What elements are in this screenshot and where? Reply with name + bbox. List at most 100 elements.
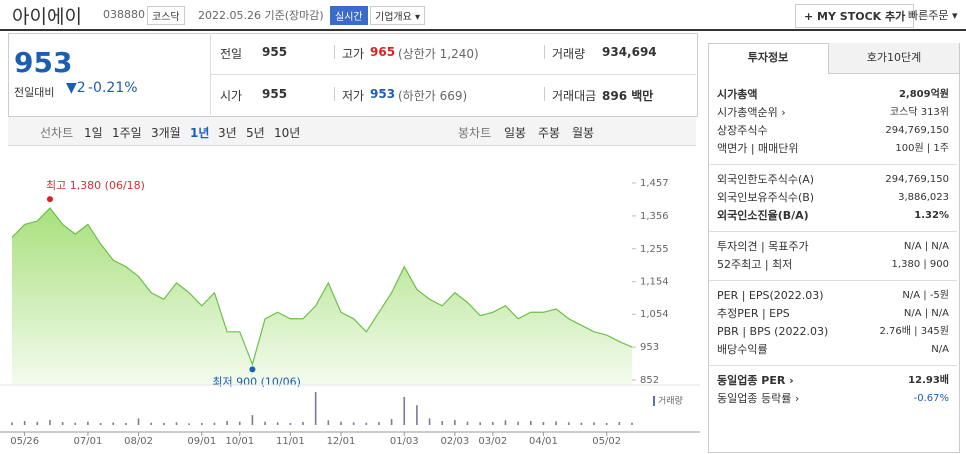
volume-bar (403, 396, 406, 425)
high-annotation: 최고 1,380 (06/18) (46, 179, 145, 192)
volume-bar (49, 420, 51, 425)
volume-bar (352, 422, 355, 425)
high-marker (46, 196, 53, 203)
volume-legend-swatch (653, 396, 655, 406)
divider (0, 29, 966, 31)
quick-order[interactable]: 빠른주문 ▾ (908, 9, 958, 22)
period-button[interactable]: 3년 (218, 126, 237, 140)
sidebar-value: 2.76배 | 345원 (879, 326, 949, 337)
sidebar-value: 1.32% (914, 210, 949, 221)
sidebar-label: PBR | BPS (2022.03) (717, 325, 829, 338)
sidebar-tab[interactable]: 호가10단계 (828, 43, 959, 74)
low-annotation: 최저 900 (10/06) (212, 375, 301, 388)
sidebar-value: 2,809억원 (898, 89, 949, 100)
volume-bar (23, 421, 26, 425)
summary-note: (하한가 669) (398, 89, 468, 103)
volume-bar (200, 423, 203, 425)
stock-name: 아이에이 (12, 6, 82, 28)
volume-bar (314, 392, 317, 425)
volume-bar (264, 421, 266, 425)
sidebar-row: 추정PER | EPS N/A | N/A (709, 305, 957, 323)
sidebar-row: 동일업종 등락률 › -0.67% (709, 390, 957, 408)
toolbar (8, 117, 696, 146)
sidebar-value: N/A | N/A (903, 308, 949, 319)
low-marker (249, 366, 256, 373)
period-button[interactable]: 10년 (274, 126, 301, 140)
stock-code: 038880 (103, 8, 145, 21)
volume-bar (302, 422, 304, 425)
mystock-button[interactable]: + MY STOCK 추가 (795, 4, 915, 28)
volume-bar (428, 418, 431, 425)
x-tick-label: 03/02 (478, 436, 507, 447)
sidebar-row: 외국인한도주식수(A) 294,769,150 (709, 171, 957, 189)
x-tick-label: 11/01 (276, 436, 305, 447)
sidebar-section: 시가총액 2,809억원 시가총액순위 › 코스닥 313위 상장주식수 294,769,… (709, 80, 957, 165)
sidebar-label: 외국인소진율(B/A) (717, 209, 809, 222)
period-button[interactable]: 1주일 (112, 126, 142, 140)
period-button[interactable]: 1년 (190, 126, 210, 140)
volume-bar (479, 422, 481, 425)
x-tick-label: 02/03 (440, 436, 469, 447)
volume-bar (137, 418, 140, 425)
volume-bar (567, 422, 570, 425)
sidebar-row: 외국인보유주식수(B) 3,886,023 (709, 189, 957, 207)
volume-bar (188, 423, 190, 425)
period-button[interactable]: 3개월 (151, 126, 181, 140)
period-button[interactable]: 1일 (84, 126, 103, 140)
volume-bar (378, 422, 380, 425)
volume-bar (441, 421, 444, 425)
summary-value: 896 백만 (602, 89, 654, 103)
realtime-button[interactable]: 실시간 (330, 6, 368, 25)
x-tick-label: 09/01 (187, 436, 216, 447)
y-tick-label: 1,255 (640, 244, 669, 255)
volume-bar (36, 421, 39, 425)
date: 2022.05.26 기준(장마감) (198, 9, 324, 22)
volume-bar (150, 422, 152, 425)
y-tick-label: 1,356 (640, 211, 669, 222)
x-tick-label: 07/01 (74, 436, 103, 447)
price-line (11, 207, 633, 367)
volume-bar (365, 422, 368, 425)
volume-bar (416, 405, 418, 425)
sidebar-row: PBR | BPS (2022.03) 2.76배 | 345원 (709, 323, 957, 341)
period-button[interactable]: 5년 (246, 126, 265, 140)
x-tick-label: 04/01 (529, 436, 558, 447)
candle-button[interactable]: 월봉 (572, 126, 595, 140)
y-tick-label: 852 (640, 375, 659, 386)
sidebar-label: 배당수익률 (717, 343, 768, 356)
sidebar-section: 투자의견 | 목표주가 N/A | N/A 52주최고 | 최저 1,380 | 90… (709, 232, 957, 281)
sidebar-section: PER | EPS(2022.03) N/A | -5원 추정PER | EPS N/… (709, 281, 957, 366)
x-tick-label: 08/02 (124, 436, 153, 447)
sidebar-tab[interactable]: 투자정보 (747, 51, 789, 64)
volume-bar (125, 423, 127, 425)
volume-bar (454, 420, 456, 425)
summary-label: 시가 (220, 89, 243, 103)
y-tick-label: 1,154 (640, 277, 669, 288)
sidebar-value: N/A | N/A (903, 241, 949, 252)
summary-box (8, 33, 698, 117)
sidebar-label: 외국인보유주식수(B) (717, 191, 815, 204)
summary-label: 저가 (342, 89, 365, 103)
sidebar-label: 추정PER | EPS (717, 307, 790, 320)
overview-button[interactable]: 기업개요 ▾ (370, 6, 425, 25)
volume-bar (99, 423, 102, 425)
sidebar-value: 12.93배 (908, 375, 949, 386)
sidebar-value: 코스닥 313위 (889, 107, 949, 118)
volume-bar (618, 422, 621, 425)
sidebar-row: 동일업종 PER › 12.93배 (709, 372, 957, 390)
change-label: 전일대비 (14, 86, 55, 99)
sidebar-row: 시가총액순위 › 코스닥 313위 (709, 104, 957, 122)
volume-bar (466, 421, 469, 425)
summary-label: 고가 (342, 47, 365, 61)
candle-button[interactable]: 주봉 (538, 126, 561, 140)
separator (544, 45, 545, 59)
sidebar-label: 동일업종 등락률 › (717, 392, 800, 405)
sidebar-label: PER | EPS(2022.03) (717, 289, 824, 302)
candle-button[interactable]: 일봉 (504, 126, 527, 140)
sidebar-section: 동일업종 PER › 12.93배 동일업종 등락률 › -0.67% (709, 366, 957, 414)
volume-bar (112, 422, 115, 425)
sidebar-row: 상장주식수 294,769,150 (709, 122, 957, 140)
volume-bar (289, 423, 292, 425)
volume-bar (492, 422, 494, 425)
sidebar-section: 외국인한도주식수(A) 294,769,150 외국인보유주식수(B) 3,886,0… (709, 165, 957, 232)
